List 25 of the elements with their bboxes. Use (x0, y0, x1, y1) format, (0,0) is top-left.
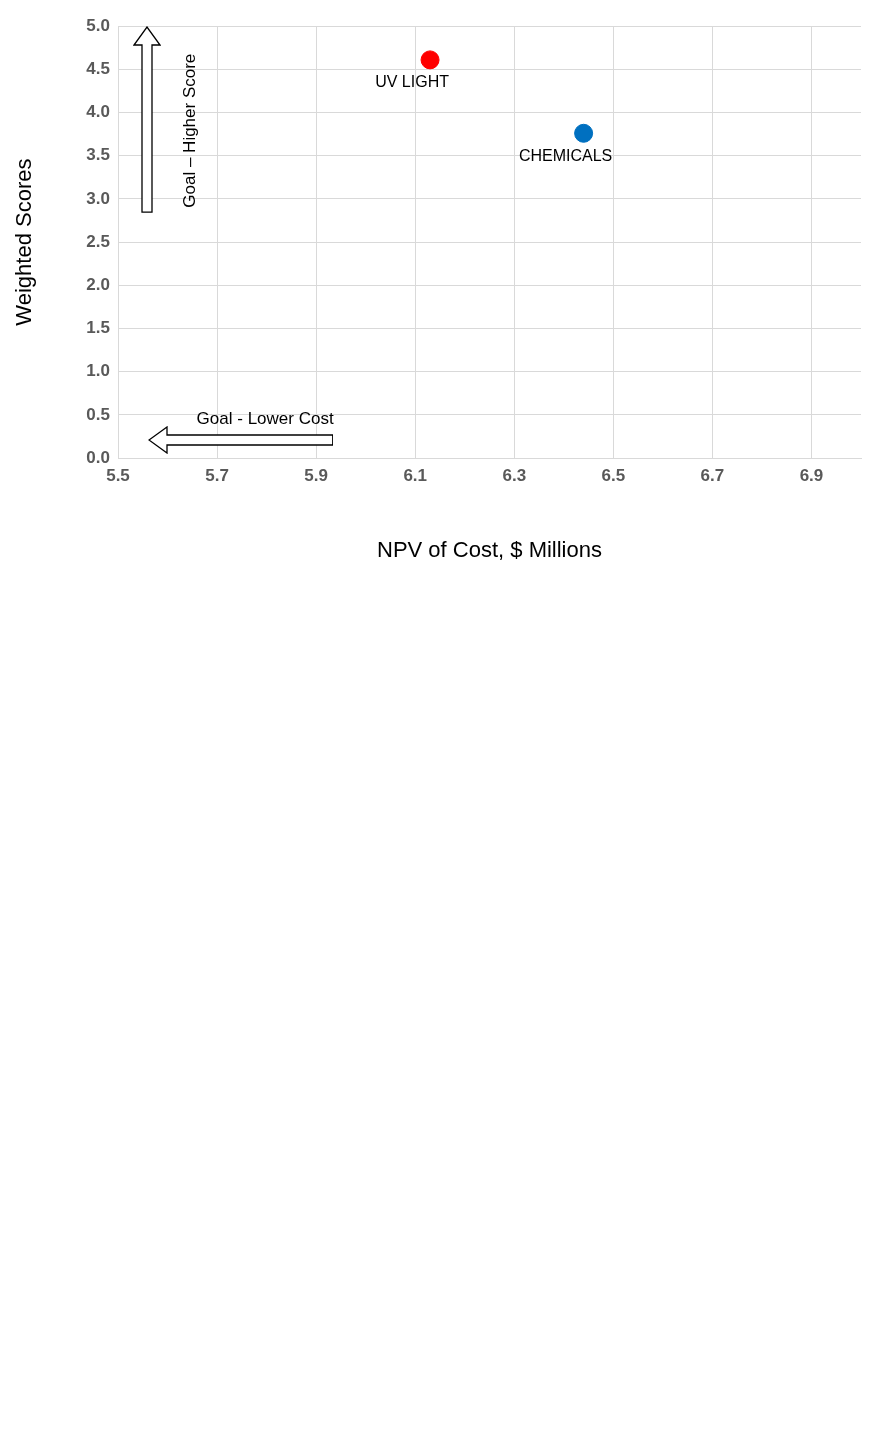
x-axis-title: NPV of Cost, $ Millions (377, 536, 602, 562)
y-tick-label: 2.0 (86, 274, 110, 294)
x-tick-label: 5.5 (106, 465, 130, 485)
x-tick-label: 6.9 (799, 465, 824, 485)
y-tick-label: 3.0 (86, 188, 110, 208)
y-tick-label: 0.0 (86, 447, 110, 467)
x-tick-label: 6.3 (502, 465, 527, 485)
annotation: Goal - Lower Cost (196, 409, 334, 429)
annotation: Goal – Higher Score (180, 53, 200, 208)
y-tick-label: 4.5 (86, 59, 110, 79)
x-tick-label: 5.9 (304, 465, 328, 485)
series-label: CHEMICALS (518, 146, 613, 164)
y-tick-label: 1.0 (86, 361, 110, 381)
x-tick-label: 6.5 (601, 465, 626, 485)
x-tick-label: 6.1 (403, 465, 428, 485)
y-tick-label: 1.5 (86, 318, 110, 338)
x-tick-label: 6.7 (700, 465, 725, 485)
series-label: UV LIGHT (375, 73, 450, 91)
y-tick-label: 3.5 (86, 145, 110, 165)
x-tick-label: 5.7 (205, 465, 229, 485)
y-tick-label: 4.0 (86, 102, 110, 122)
y-tick-label: 2.5 (86, 231, 110, 251)
y-tick-label: 0.5 (86, 404, 110, 424)
y-axis-title: Weighted Scores (11, 158, 37, 326)
y-tick-label: 5.0 (86, 15, 110, 35)
